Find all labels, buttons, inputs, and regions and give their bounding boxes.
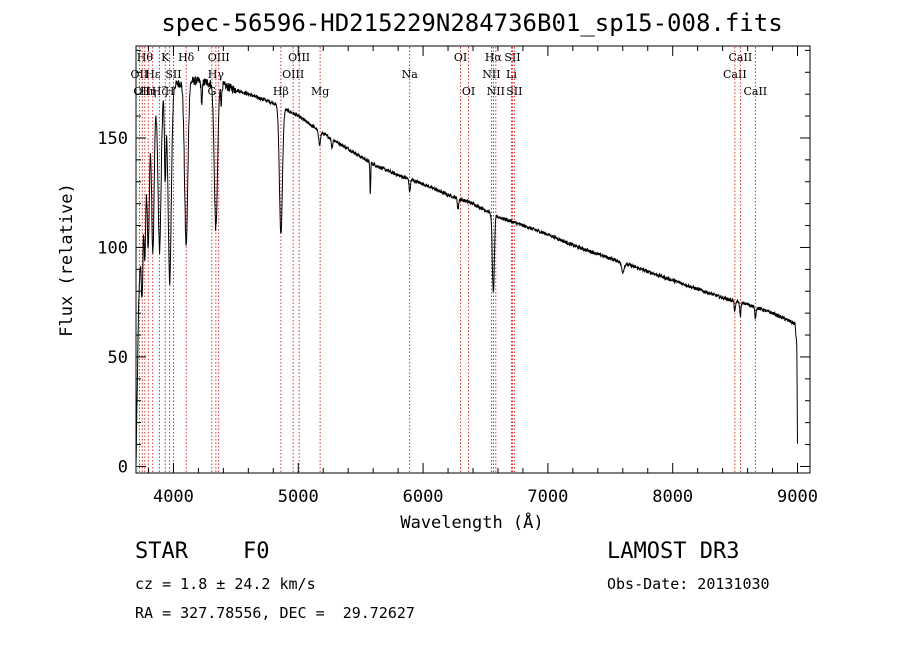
line-marker-label: CaII xyxy=(743,85,767,98)
line-marker-label: OI xyxy=(462,85,475,98)
line-marker-label: SII xyxy=(504,51,520,64)
coordinates: RA = 327.78556, DEC = 29.72627 xyxy=(135,604,415,622)
line-marker-label: Hδ xyxy=(178,51,195,64)
x-tick-label: 7000 xyxy=(527,487,568,507)
line-marker-label: OIII xyxy=(208,51,230,64)
line-marker-label: Hθ xyxy=(137,51,154,64)
x-tick-label: 9000 xyxy=(777,487,818,507)
object-subclass: F0 xyxy=(243,539,270,564)
y-tick-label: 0 xyxy=(118,457,128,477)
line-marker-label: OI xyxy=(454,51,467,64)
y-axis-label: Flux (relative) xyxy=(57,183,77,337)
line-marker-label: Hγ xyxy=(208,68,225,81)
line-marker-label: NII xyxy=(487,85,505,98)
line-marker-label: Hβ xyxy=(273,85,289,98)
line-marker-label: CaII xyxy=(723,68,747,81)
y-axis: 0 50 100 150 xyxy=(97,49,810,477)
y-tick-label: 100 xyxy=(97,238,128,258)
y-tick-label: 50 xyxy=(108,348,128,368)
line-marker-label: K xyxy=(161,51,170,64)
spectrum-line xyxy=(135,75,798,466)
survey-name: LAMOST DR3 xyxy=(607,539,740,564)
line-marker-label: Mg xyxy=(311,85,329,98)
line-marker-label: Na xyxy=(402,68,419,81)
line-markers: OIIOIIHθHηHεHζKHSIIHδGHγOIIIHβOIIIOIIIMg… xyxy=(131,47,767,472)
line-marker-label: Hε xyxy=(145,68,161,81)
line-marker-label: OIII xyxy=(288,51,310,64)
y-tick-label: 150 xyxy=(97,129,128,149)
line-marker-label: NII xyxy=(482,68,500,81)
line-marker-label: SII xyxy=(165,68,181,81)
line-marker-label: SII xyxy=(506,85,522,98)
x-tick-label: 5000 xyxy=(278,487,319,507)
line-marker-label: Hζ xyxy=(152,85,168,98)
observation-date: Obs-Date: 20131030 xyxy=(607,575,770,593)
line-marker-label: CaII xyxy=(729,51,753,64)
object-class: STAR xyxy=(135,539,188,564)
line-marker-label: Hη xyxy=(140,85,156,98)
line-marker-label: OII xyxy=(131,68,149,81)
x-tick-label: 4000 xyxy=(153,487,194,507)
line-marker-label: H xyxy=(165,85,175,98)
x-axis-label: Wavelength (Å) xyxy=(400,511,543,533)
line-marker-label: OII xyxy=(133,85,151,98)
line-marker-label: OIII xyxy=(282,68,304,81)
x-tick-label: 6000 xyxy=(403,487,444,507)
line-marker-label: Li xyxy=(506,68,517,81)
chart-title: spec-56596-HD215229N284736B01_sp15-008.f… xyxy=(161,9,782,37)
line-marker-label: Hα xyxy=(485,51,503,64)
x-tick-label: 8000 xyxy=(652,487,693,507)
plot-frame xyxy=(135,45,811,474)
redshift-value: cz = 1.8 ± 24.2 km/s xyxy=(135,575,316,593)
x-axis: 4000 5000 6000 7000 8000 9000 xyxy=(147,46,818,507)
